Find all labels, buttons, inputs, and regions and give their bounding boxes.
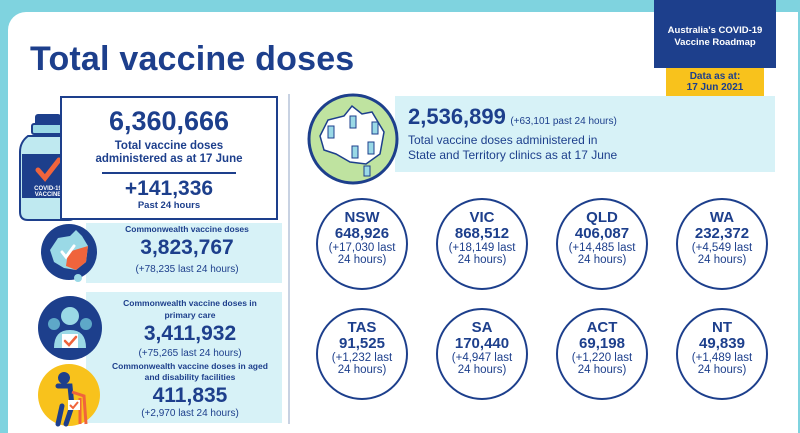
state-name: QLD [586,209,618,226]
state-circle-nsw: NSW 648,926 (+17,030 last 24 hours) [316,198,408,290]
roadmap-badge[interactable]: Australia's COVID-19 Vaccine Roadmap [654,0,776,68]
state-change: (+1,232 last [331,352,393,364]
aged-care-change: (+2,970 last 24 hours) [141,408,239,419]
state-clinics-change: (+63,101 past 24 hours) [510,116,617,127]
state-value: 232,372 [694,225,750,242]
state-change-period: 24 hours) [337,254,387,266]
primary-care-change: (+75,265 last 24 hours) [138,348,242,359]
aged-care-walker-icon [38,364,100,427]
state-clinics-headline: 2,536,899 (+63,101 past 24 hours) [408,104,617,130]
state-clinics-desc-line1: Total vaccine doses administered in [408,133,598,147]
state-circle-vic: VIC 868,512 (+18,149 last 24 hours) [436,198,528,290]
state-value: 69,198 [579,335,625,352]
state-value: 648,926 [334,225,390,242]
data-date-badge: Data as at: 17 Jun 2021 [666,68,764,96]
state-name: SA [471,319,493,336]
data-as-at-label: Data as at: [689,71,741,82]
state-name: TAS [347,319,377,336]
state-change-period: 24 hours) [697,254,747,266]
total-doses-panel: 6,360,666 Total vaccine doses administer… [60,96,278,220]
aged-care-label: Commonwealth vaccine doses in aged and d… [112,361,268,382]
total-doses-change-label: Past 24 hours [137,200,201,211]
state-circle-nt: NT 49,839 (+1,489 last 24 hours) [676,308,768,400]
commonwealth-doses-value: 3,823,767 [140,236,234,259]
state-clinics-value: 2,536,899 [408,104,506,129]
state-change: (+17,030 last [328,242,396,254]
total-doses-change: +141,336 [124,177,214,200]
state-name: ACT [586,319,618,336]
state-clinics-desc-line2: State and Territory clinics as at 17 Jun… [408,148,618,162]
primary-and-aged-care-panel [86,292,282,423]
total-doses-divider [102,172,236,174]
state-name: WA [709,209,735,226]
australia-map-icon [41,224,97,282]
state-name: NSW [344,209,380,226]
state-change: (+4,947 last [451,352,513,364]
commonwealth-doses-change: (+78,235 last 24 hours) [135,264,239,275]
state-value: 91,525 [339,335,385,352]
total-doses-description: Total vaccine doses administered as at 1… [95,140,243,165]
state-clinics-panel [395,96,775,172]
state-value: 406,087 [574,225,630,242]
state-value: 49,839 [699,335,745,352]
state-change: (+4,549 last [691,242,753,254]
commonwealth-doses-panel [86,223,282,283]
svg-text:COVID-19: COVID-19 [34,186,62,192]
state-circle-act: ACT 69,198 (+1,220 last 24 hours) [556,308,648,400]
state-change: (+18,149 last [448,242,516,254]
state-value: 170,440 [454,335,510,352]
primary-care-value: 3,411,932 [143,322,237,345]
page-title: Total vaccine doses [30,40,355,78]
state-change-period: 24 hours) [577,364,627,376]
state-change-period: 24 hours) [577,254,627,266]
state-circle-qld: QLD 406,087 (+14,485 last 24 hours) [556,198,648,290]
primary-care-group-icon [38,296,102,360]
total-doses-value: 6,360,666 [108,106,230,136]
section-divider [288,94,290,424]
state-name: NT [712,319,732,336]
data-as-at-date: 17 Jun 2021 [686,82,744,93]
state-name: VIC [469,209,495,226]
australia-clinics-map-icon [307,93,399,185]
state-value: 868,512 [454,225,510,242]
state-change: (+14,485 last [568,242,636,254]
state-circle-wa: WA 232,372 (+4,549 last 24 hours) [676,198,768,290]
svg-text:VACCINE: VACCINE [35,192,62,198]
state-change-period: 24 hours) [457,364,507,376]
commonwealth-doses-label: Commonwealth vaccine doses [125,224,249,234]
state-change: (+1,220 last [571,352,633,364]
state-change-period: 24 hours) [457,254,507,266]
state-change-period: 24 hours) [337,364,387,376]
state-change: (+1,489 last [691,352,753,364]
state-circle-sa: SA 170,440 (+4,947 last 24 hours) [436,308,528,400]
primary-care-label: Commonwealth vaccine doses in primary ca… [123,298,257,320]
state-change-period: 24 hours) [697,364,747,376]
state-circle-tas: TAS 91,525 (+1,232 last 24 hours) [316,308,408,400]
aged-care-value: 411,835 [152,384,228,407]
